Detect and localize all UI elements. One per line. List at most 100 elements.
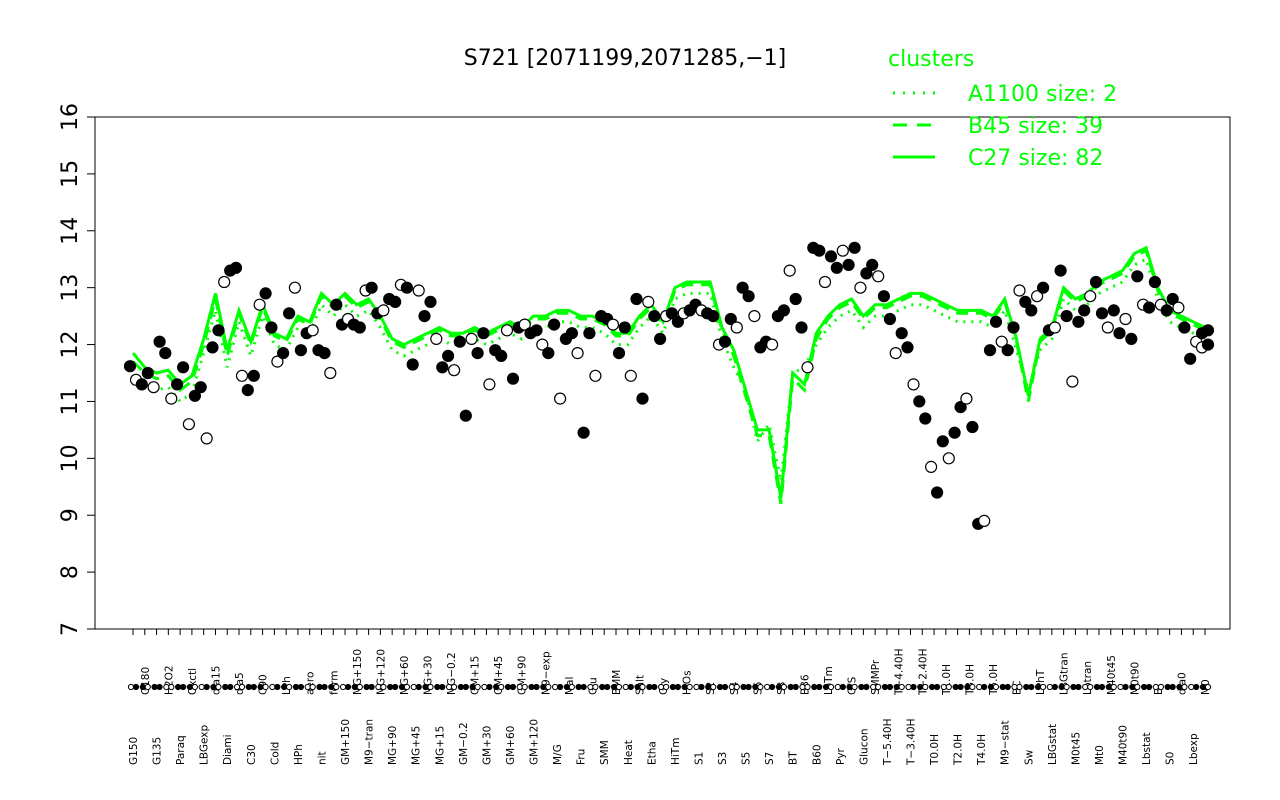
data-point (924, 460, 938, 473)
x-tick-label: GM+150 (340, 719, 352, 765)
data-point (624, 369, 637, 382)
x-tick-label: Fru (576, 749, 588, 765)
rug-marker (580, 683, 587, 691)
data-point (1166, 292, 1179, 306)
y-tick-label: 9 (58, 508, 83, 522)
rug-marker (604, 683, 611, 691)
data-point (801, 361, 814, 374)
x-tick-label: Glucon (858, 728, 870, 765)
data-point (1125, 332, 1138, 345)
data-point (277, 347, 290, 360)
rug-marker (910, 683, 917, 691)
rug-marker (1134, 683, 1141, 691)
x-tick-label: GM+60 (505, 726, 517, 765)
rug-marker (839, 683, 846, 691)
data-point (748, 310, 761, 323)
data-point (742, 290, 755, 303)
y-tick-label: 11 (58, 387, 83, 415)
rug-marker (1058, 683, 1065, 691)
x-tick-label: T−5.40H (882, 719, 894, 767)
data-point (265, 321, 278, 334)
rug-marker (132, 683, 140, 691)
x-tick-label: aero (305, 672, 317, 695)
data-point (553, 392, 567, 405)
rug-marker (1152, 683, 1159, 691)
data-point (1160, 304, 1173, 317)
x-tick-label: GM+30 (481, 726, 493, 765)
rug-marker (368, 683, 375, 691)
rug-marker (952, 683, 959, 691)
data-point (159, 347, 172, 360)
x-tick-label: Lbstat (1141, 732, 1153, 765)
data-point (536, 338, 549, 351)
data-point (954, 401, 967, 414)
rug-marker (380, 683, 387, 691)
data-point (919, 412, 932, 425)
rug-marker (922, 683, 929, 691)
rug-marker (816, 683, 823, 691)
rug-marker (1110, 683, 1117, 691)
data-point (901, 341, 914, 354)
x-tick-label: T4.0H (976, 734, 988, 766)
data-point (907, 378, 920, 391)
x-tick-label: S1 (693, 752, 705, 765)
data-point (477, 327, 490, 340)
rug-marker (175, 683, 182, 691)
rug-marker (540, 683, 547, 691)
rug-marker (281, 683, 288, 691)
rug-marker (987, 683, 995, 691)
rug-marker (1011, 683, 1018, 691)
x-tick-label: S7 (764, 752, 776, 765)
data-point (795, 321, 808, 334)
data-point (542, 347, 555, 360)
data-point (506, 372, 520, 385)
rug-marker (198, 683, 205, 691)
rug-marker (469, 683, 476, 691)
rug-marker (1004, 683, 1011, 691)
rug-marker (827, 683, 835, 691)
rug-marker (457, 683, 464, 691)
rug-marker (634, 683, 641, 691)
rug-marker (928, 683, 936, 691)
data-point (424, 295, 437, 308)
data-point (630, 292, 643, 306)
rug-marker (1051, 683, 1058, 691)
data-point (783, 264, 796, 277)
rug-marker (493, 683, 500, 691)
rug-marker (509, 683, 517, 691)
data-point (1066, 375, 1079, 388)
x-tick-label: Cold (269, 742, 281, 765)
data-point (577, 426, 590, 439)
rug-marker (752, 683, 759, 691)
x-tick-label: MG+15 (434, 726, 446, 765)
x-tick-label: T−3.40H (905, 719, 917, 767)
data-point (1072, 315, 1085, 328)
x-tick-label: dia0 (1176, 672, 1188, 695)
data-point (430, 332, 443, 345)
rug-marker (1188, 683, 1195, 691)
data-point (836, 244, 849, 257)
rug-marker (875, 683, 882, 691)
data-point (418, 310, 431, 323)
data-point (518, 318, 531, 331)
data-point (412, 284, 425, 297)
rug-marker (351, 683, 358, 691)
rug-marker (1176, 683, 1183, 691)
data-point (848, 241, 861, 254)
x-tick-label: M0t90 (1129, 662, 1141, 695)
x-tick-label: M9−stat (1000, 720, 1012, 765)
rug-marker (392, 683, 399, 691)
data-point (648, 310, 661, 323)
rug-marker (422, 683, 429, 691)
rug-marker (210, 683, 217, 691)
data-point (930, 486, 944, 499)
x-tick-label: GM+120 (529, 719, 541, 765)
rug-marker (139, 683, 146, 691)
data-point (442, 349, 455, 362)
data-point (789, 292, 802, 306)
rug-marker (356, 683, 363, 691)
data-point (218, 275, 231, 289)
rug-marker (1164, 683, 1171, 691)
rug-marker (445, 683, 453, 691)
data-point (324, 366, 337, 380)
